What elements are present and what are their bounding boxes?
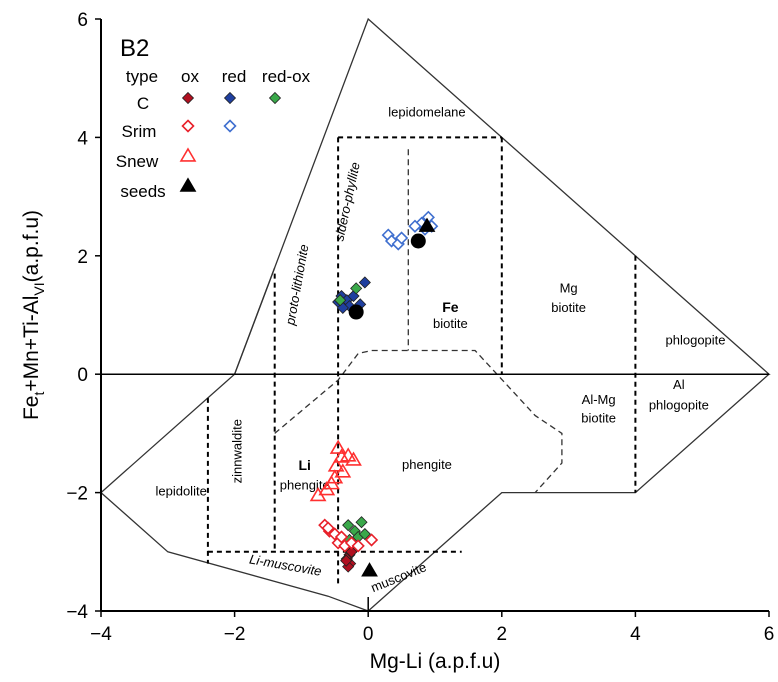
data-point (348, 304, 364, 320)
y-axis-title-sub-t: t (31, 392, 47, 396)
field-label: lepidolite (155, 484, 206, 499)
y-axis-title: Fet+Mn+Ti-AlVI(a.p.f.u) (20, 210, 47, 420)
y-axis-title-main: Fe (20, 396, 43, 421)
field-label: zinnwaldite (229, 419, 244, 483)
field-label: Li-muscovite (248, 551, 322, 578)
data-point (345, 451, 362, 466)
data-point (350, 282, 363, 295)
data-point (318, 481, 336, 496)
y-tick-label: 6 (77, 10, 88, 31)
data-point (334, 530, 349, 544)
field-label: Li (299, 457, 311, 473)
data-point (329, 439, 347, 454)
field-label: biotite (433, 316, 468, 331)
y-tick-label: 0 (77, 365, 88, 386)
legend-marker-c-red (223, 91, 237, 105)
field-label: biotite (551, 300, 586, 315)
y-tick-label: 4 (77, 128, 88, 149)
data-point (394, 231, 409, 245)
y-axis-title-unit: (a.p.f.u) (20, 210, 43, 282)
x-axis-title-main: Mg-Li (370, 650, 423, 673)
x-axis-title-unit: (a.p.f.u) (428, 650, 500, 673)
panel-label: B2 (120, 35, 149, 62)
x-tick-label: 4 (630, 624, 641, 645)
series-seeds (361, 217, 436, 577)
data-point (323, 475, 340, 490)
legend-header: red (222, 67, 247, 86)
legend-marker-c-redox (268, 91, 282, 105)
data-point (418, 217, 436, 232)
field-boundary-thin-1 (274, 349, 563, 494)
field-label: phlogopite (649, 398, 709, 413)
field-label: proto-lithionite (282, 243, 311, 327)
field-label: muscovite (369, 559, 429, 595)
y-axis-title-mid: +Mn+Ti-Al (20, 296, 43, 392)
field-label: Al-Mg (582, 392, 616, 407)
x-tick-label: 0 (363, 624, 374, 645)
legend-header: ox (181, 67, 199, 86)
data-points (309, 210, 439, 577)
data-point (334, 294, 347, 307)
data-point (309, 486, 327, 502)
data-point (321, 521, 335, 535)
data-point (333, 448, 350, 463)
series-composition (348, 233, 426, 320)
tick-labels: −4 −2 0 2 4 6 6 4 2 0 −2 −4 (66, 10, 774, 645)
y-axis-title-sub-vi: VI (31, 282, 47, 295)
field-label: biotite (581, 411, 616, 426)
data-point (334, 463, 352, 478)
y-tick-label: −4 (66, 602, 88, 623)
data-point (410, 233, 426, 249)
legend-row-label: Srim (122, 122, 157, 141)
x-tick-label: −4 (90, 624, 112, 645)
data-point (355, 516, 368, 529)
data-point (364, 533, 379, 547)
field-label: Fe (442, 299, 459, 315)
data-point (358, 527, 371, 541)
legend-marker-snew (179, 147, 197, 162)
y-tick-label: −2 (66, 484, 88, 505)
data-point (327, 457, 345, 472)
legend-marker-c-ox (181, 91, 195, 105)
field-label: phengite (402, 457, 452, 472)
data-point (351, 539, 365, 553)
legend-marker-srim-ox (181, 119, 195, 133)
series-c-red-ox (334, 282, 371, 547)
legend-marker-seeds (179, 177, 197, 192)
x-axis-title: Mg-Li (a.p.f.u) (370, 650, 501, 673)
field-label: lepidomelane (388, 105, 465, 120)
legend-row-label: Snew (116, 152, 159, 171)
data-point (358, 276, 371, 289)
legend-row-label: seeds (120, 182, 165, 201)
field-label: phlogopite (666, 333, 726, 348)
data-point (342, 519, 355, 532)
field-label: Mg (560, 281, 578, 296)
legend-marker-srim-red (223, 119, 237, 133)
field-line-2 (100, 373, 236, 494)
legend-header: red-ox (262, 67, 311, 86)
x-tick-label: 2 (497, 624, 508, 645)
data-point (345, 545, 358, 558)
legend-header: type (126, 67, 158, 86)
axes (95, 18, 770, 617)
x-tick-label: −2 (224, 624, 246, 645)
data-point (361, 562, 378, 577)
x-tick-label: 6 (764, 624, 775, 645)
data-point (340, 554, 353, 567)
field-label: sidero-phyllite (331, 161, 362, 243)
field-label: Al (673, 377, 685, 392)
data-point (408, 219, 422, 233)
field-labels: lepidomelane sidero-phyllite proto-lithion… (155, 105, 725, 595)
legend-row-label: C (137, 94, 149, 113)
y-tick-label: 2 (77, 247, 88, 268)
legend: type ox red red-ox C Srim Snew seeds (116, 67, 311, 201)
series-srim-ox (318, 518, 379, 553)
series-snew (309, 439, 362, 502)
